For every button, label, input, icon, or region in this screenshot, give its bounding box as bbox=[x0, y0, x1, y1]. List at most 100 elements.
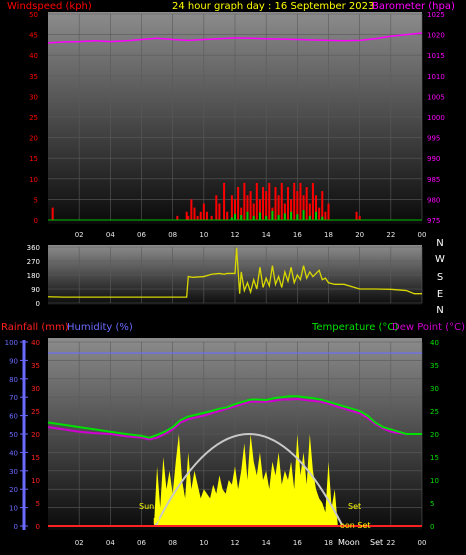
temperature-axis-ticks: 0 5 10 15 20 25 30 35 40 bbox=[430, 339, 439, 531]
avg-wind-bar bbox=[296, 214, 299, 220]
moonset-label: oon Set bbox=[340, 521, 371, 530]
wind-bar bbox=[324, 211, 327, 220]
avg-wind-bar bbox=[234, 213, 236, 220]
wind-tick-label: 0 bbox=[34, 217, 38, 225]
x-tick-label: 00 bbox=[418, 231, 427, 239]
barometer-tick-label: 975 bbox=[427, 217, 440, 225]
rainfall-tick-label: 20 bbox=[31, 431, 40, 439]
wind-bar bbox=[274, 187, 277, 220]
compass-label: E bbox=[437, 289, 443, 300]
wind-bar bbox=[293, 182, 296, 220]
x-tick-label: 18 bbox=[324, 539, 333, 547]
barometer-tick-label: 1020 bbox=[427, 32, 445, 40]
x-tick-label: 22 bbox=[386, 539, 395, 547]
humidity-tick-label: 20 bbox=[9, 486, 18, 494]
compass-label: N bbox=[436, 238, 443, 249]
wind-bar bbox=[290, 199, 293, 220]
x-tick-label: 02 bbox=[75, 231, 84, 239]
wind-bar bbox=[265, 191, 268, 220]
direction-tick-label: 360 bbox=[27, 244, 40, 252]
x-tick-label: 14 bbox=[262, 539, 271, 547]
wind-bar bbox=[258, 199, 261, 220]
barometer-line bbox=[47, 32, 423, 44]
wind-time-ticks: 02 04 06 08 10 12 14 16 18 20 22 00 bbox=[75, 231, 427, 239]
temperature-tick-label: 20 bbox=[430, 431, 439, 439]
avg-wind-bar bbox=[315, 211, 318, 220]
direction-tick-label: 0 bbox=[36, 300, 40, 308]
x-tick-label: 06 bbox=[137, 231, 146, 239]
barometer-tick-label: 990 bbox=[427, 155, 440, 163]
direction-degree-ticks: 0 90 180 270 360 bbox=[27, 244, 40, 308]
wind-bar bbox=[299, 182, 302, 220]
humidity-tick-label: 90 bbox=[9, 357, 18, 365]
wind-bar bbox=[252, 203, 255, 220]
temperature-tick-label: 0 bbox=[430, 523, 434, 531]
humidity-tick-label: 0 bbox=[14, 523, 18, 531]
wind-bar bbox=[311, 182, 314, 220]
avg-wind-bar bbox=[308, 215, 311, 220]
wind-bar bbox=[185, 211, 188, 220]
compass-label: W bbox=[435, 254, 445, 265]
barometer-tick-label: 1005 bbox=[427, 93, 445, 101]
wind-bar bbox=[240, 207, 243, 220]
temperature-time-ticks: 02 04 06 08 10 12 14 16 18 22 00 bbox=[75, 539, 427, 547]
wind-bar bbox=[226, 211, 229, 220]
wind-bar bbox=[355, 211, 358, 220]
wind-bar bbox=[255, 182, 258, 220]
wind-bar bbox=[51, 207, 54, 220]
wind-bar bbox=[283, 203, 286, 220]
wind-tick-label: 50 bbox=[29, 11, 38, 19]
barometer-tick-label: 1025 bbox=[427, 11, 445, 19]
humidity-label: Humidity (%) bbox=[67, 322, 133, 333]
wind-bar bbox=[286, 187, 289, 220]
temperature-tick-label: 15 bbox=[430, 454, 439, 462]
wind-tick-label: 30 bbox=[29, 93, 38, 101]
rainfall-tick-label: 25 bbox=[31, 408, 40, 416]
rainfall-tick-label: 35 bbox=[31, 362, 40, 370]
x-tick-label: 14 bbox=[262, 231, 271, 239]
barometer-tick-label: 980 bbox=[427, 196, 440, 204]
wind-tick-label: 35 bbox=[29, 73, 38, 81]
wind-bar bbox=[249, 191, 252, 220]
rainfall-tick-label: 0 bbox=[36, 523, 40, 531]
wind-bar bbox=[187, 215, 190, 220]
avg-wind-bar bbox=[230, 217, 233, 220]
wind-bar bbox=[176, 215, 179, 220]
x-tick-label: 08 bbox=[168, 231, 177, 239]
avg-wind-bar bbox=[240, 215, 243, 220]
rainfall-tick-label: 40 bbox=[31, 339, 40, 347]
wind-bar bbox=[321, 191, 324, 220]
rainfall-tick-label: 5 bbox=[36, 500, 40, 508]
wind-bar bbox=[327, 203, 330, 220]
dewpoint-label: Dew Point (°C) bbox=[392, 322, 465, 333]
wind-bar bbox=[302, 195, 305, 220]
wind-bar bbox=[190, 199, 193, 220]
humidity-tick-label: 10 bbox=[9, 505, 18, 513]
x-tick-label: 02 bbox=[75, 539, 84, 547]
barometer-axis-ticks: 975 980 985 990 995 1000 1005 1010 1015 1020 1025 bbox=[427, 11, 445, 225]
x-tick-label: 16 bbox=[293, 539, 302, 547]
moonrise-label: M bbox=[153, 517, 160, 526]
wind-bars bbox=[51, 182, 361, 220]
rainfall-label: Rainfall (mm) bbox=[1, 322, 69, 333]
humidity-tick-label: 50 bbox=[9, 431, 18, 439]
x-tick-label: 00 bbox=[418, 539, 427, 547]
barometer-tick-label: 1015 bbox=[427, 52, 445, 60]
x-tick-label: 04 bbox=[106, 539, 115, 547]
set-bottom-label: Set bbox=[370, 538, 383, 547]
humidity-tick-label: 30 bbox=[9, 468, 18, 476]
wind-bar bbox=[205, 211, 208, 220]
sun-arc bbox=[154, 433, 344, 527]
temperature-tick-label: 25 bbox=[430, 408, 439, 416]
x-tick-label: 12 bbox=[231, 539, 240, 547]
wind-bar bbox=[230, 195, 233, 220]
humidity-tick-label: 70 bbox=[9, 394, 18, 402]
sunset-label: Set bbox=[348, 502, 361, 511]
wind-bar bbox=[218, 203, 221, 220]
avg-wind-bar bbox=[271, 210, 274, 220]
wind-bar bbox=[315, 195, 318, 220]
wind-bar bbox=[358, 215, 361, 220]
x-tick-label: 16 bbox=[293, 231, 302, 239]
